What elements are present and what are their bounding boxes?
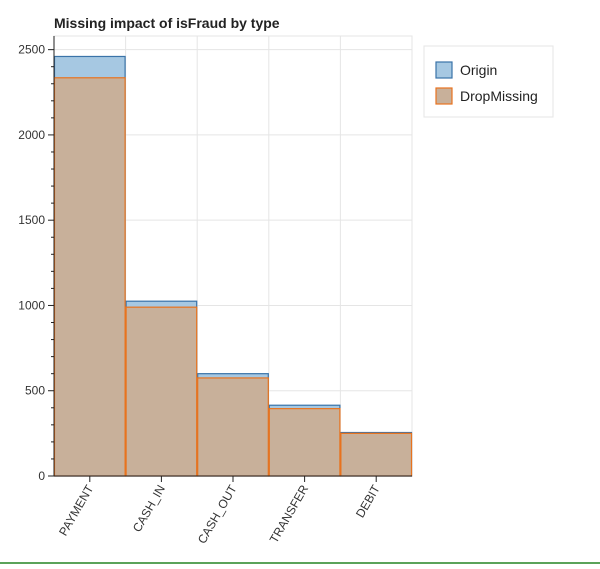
x-tick-label: TRANSFER	[267, 482, 312, 545]
y-tick-label: 500	[25, 384, 45, 398]
bar-dropmissing-transfer	[268, 408, 341, 477]
bar-dropmissing-cash-in	[125, 306, 198, 477]
window-bottom-border	[0, 562, 600, 564]
x-tick-labels: PAYMENT CASH_IN CASH_OUT TRANSFER DEBIT	[56, 476, 383, 546]
legend-swatch-origin	[435, 61, 453, 79]
legend-box	[423, 45, 554, 118]
legend-label-origin: Origin	[460, 62, 497, 78]
bars	[53, 55, 413, 477]
bar-dropmissing-payment	[53, 77, 126, 477]
legend-swatch-dropmissing	[435, 87, 453, 105]
x-tick-label: DEBIT	[353, 482, 383, 520]
bar-dropmissing-debit	[340, 432, 413, 477]
x-tick-label: CASH_OUT	[195, 482, 240, 546]
legend-label-dropmissing: DropMissing	[460, 88, 538, 104]
y-tick-label: 2000	[18, 128, 45, 142]
y-tick-label: 1500	[18, 213, 45, 227]
chart-title: Missing impact of isFraud by type	[54, 15, 280, 31]
y-ticks: 0 500 1000 1500 2000 2500	[18, 43, 54, 483]
y-tick-label: 0	[38, 469, 45, 483]
y-tick-label: 1000	[18, 298, 45, 312]
x-tick-label: PAYMENT	[56, 482, 97, 538]
x-tick-label: CASH_IN	[130, 483, 168, 535]
legend: Origin DropMissing	[423, 45, 554, 118]
y-tick-label: 2500	[18, 43, 45, 57]
bar-dropmissing-cash-out	[197, 377, 269, 477]
